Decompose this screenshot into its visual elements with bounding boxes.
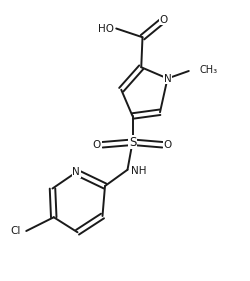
Text: O: O [93,140,101,150]
Text: O: O [160,15,168,25]
Text: CH₃: CH₃ [199,65,218,75]
Text: Cl: Cl [10,226,21,236]
Text: N: N [164,74,172,83]
Text: O: O [164,140,172,150]
Text: NH: NH [131,166,147,176]
Text: S: S [129,136,136,149]
Text: HO: HO [98,24,114,33]
Text: N: N [72,167,80,177]
